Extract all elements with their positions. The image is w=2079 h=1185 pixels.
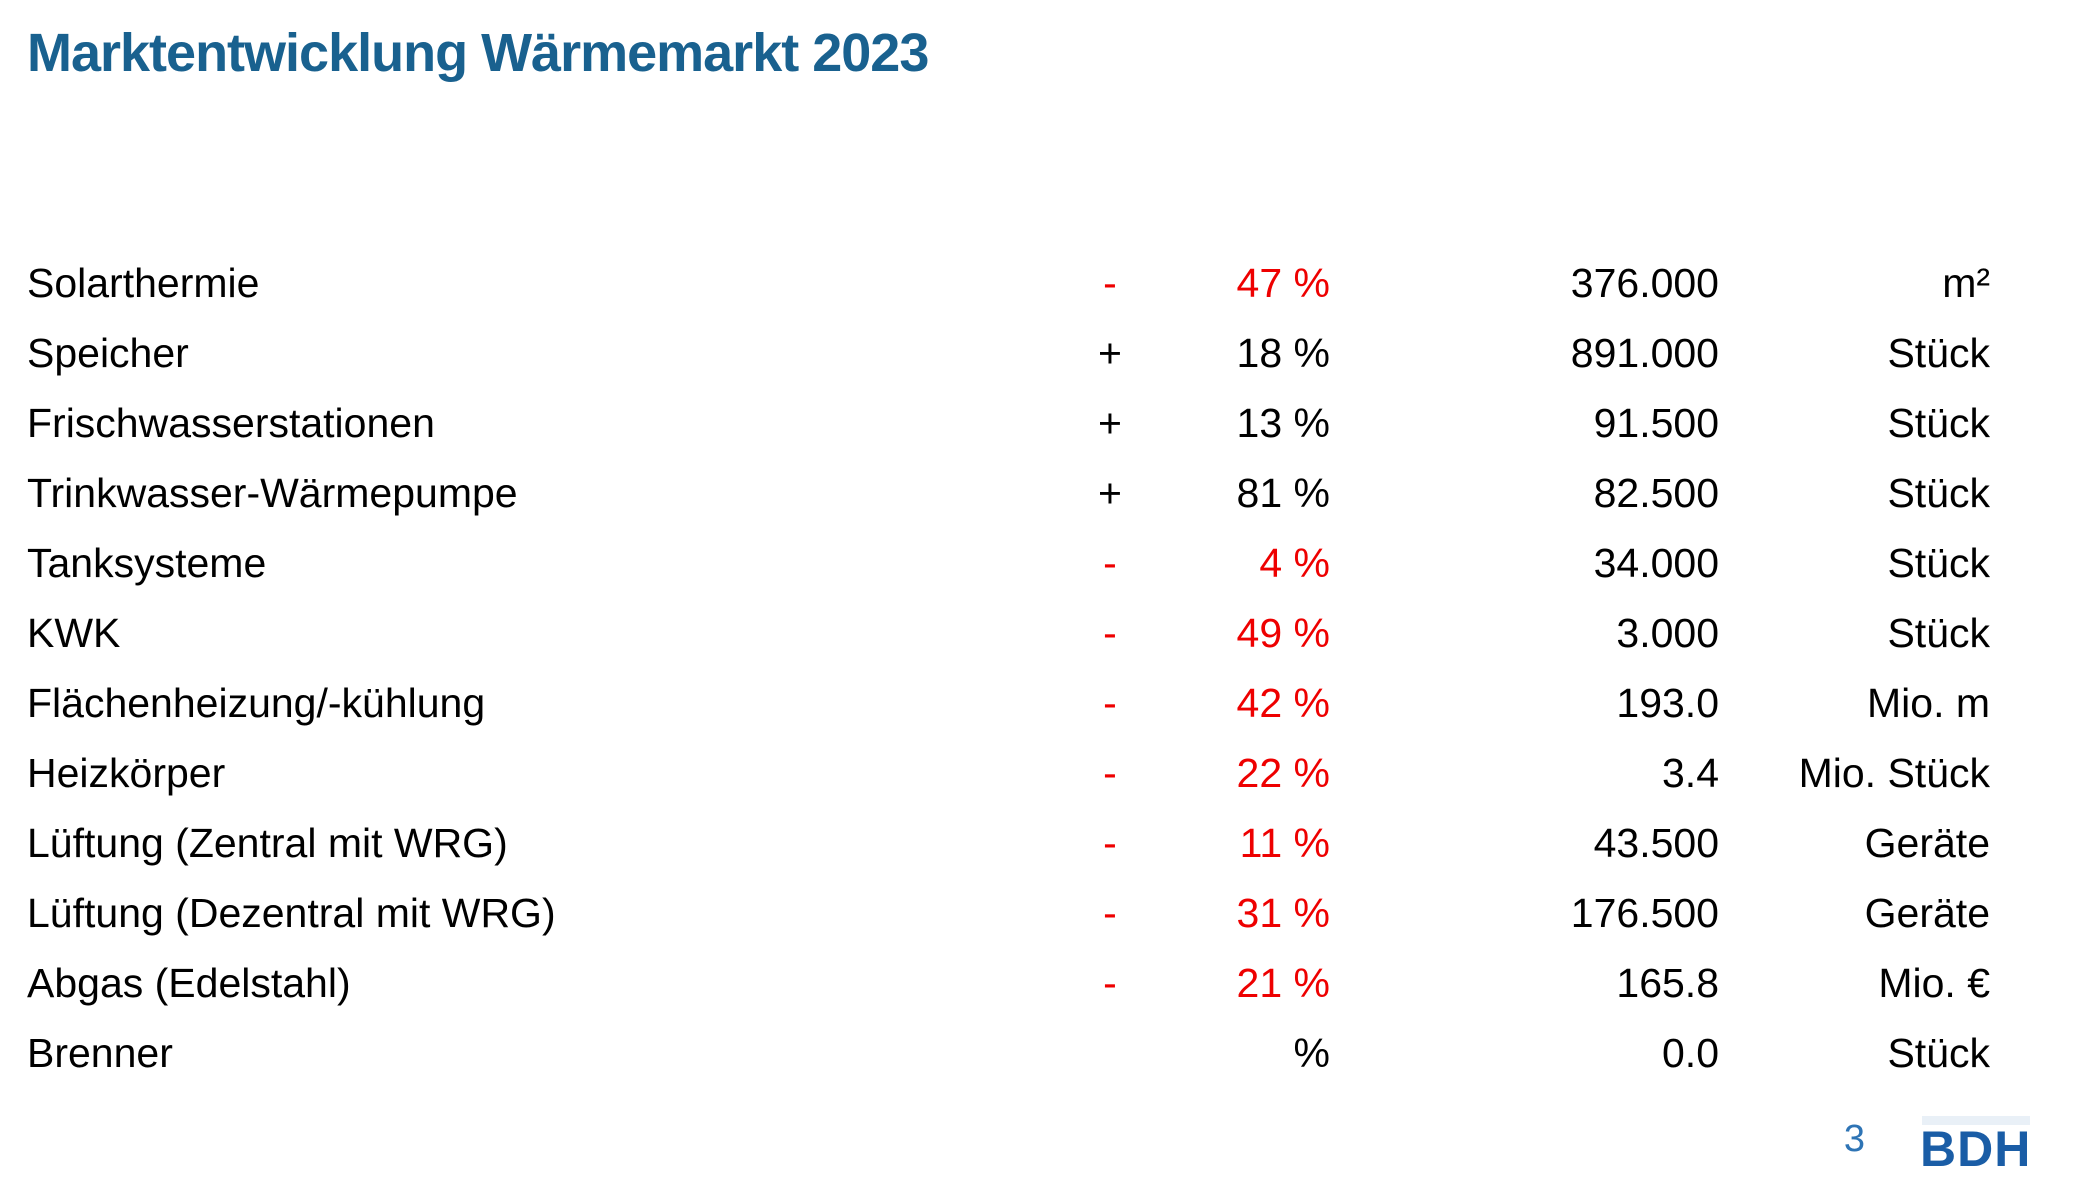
row-percent: 31 % [1236,889,1330,936]
table-row: Solarthermie - 47 % 376.000 m² [0,248,1990,318]
row-value: 82.500 [1593,469,1719,516]
row-label: Frischwasserstationen [27,399,435,446]
row-value: 176.500 [1570,889,1719,936]
row-value: 376.000 [1570,259,1719,306]
row-sign: - [1103,539,1117,586]
row-unit: Stück [1887,609,1990,656]
bdh-logo: BDH [1920,1112,2040,1182]
row-sign: - [1103,889,1117,936]
row-unit: Stück [1887,329,1990,376]
row-sign: + [1098,399,1122,446]
row-sign: - [1103,679,1117,726]
market-development-table: Solarthermie - 47 % 376.000 m² Speicher … [0,248,1990,1088]
table-row: Lüftung (Dezentral mit WRG) - 31 % 176.5… [0,878,1990,948]
table-row: Abgas (Edelstahl) - 21 % 165.8 Mio. € [0,948,1990,1018]
row-percent: 21 % [1236,959,1330,1006]
row-value: 193.0 [1616,679,1719,726]
row-sign: - [1103,749,1117,796]
row-label: Speicher [27,329,189,376]
row-sign: + [1098,469,1122,516]
row-value: 891.000 [1570,329,1719,376]
row-unit: Mio. € [1878,959,1990,1006]
row-percent: 22 % [1236,749,1330,796]
row-unit: Mio. m [1867,679,1990,726]
row-unit: m² [1942,259,1990,306]
row-percent: 13 % [1236,399,1330,446]
row-unit: Stück [1887,1029,1990,1076]
table-row: Lüftung (Zentral mit WRG) - 11 % 43.500 … [0,808,1990,878]
row-percent: 4 % [1259,539,1330,586]
table-row: Heizkörper - 22 % 3.4 Mio. Stück [0,738,1990,808]
row-unit: Mio. Stück [1798,749,1990,796]
row-sign: - [1103,609,1117,656]
row-label: Brenner [27,1029,173,1076]
row-percent: 42 % [1236,679,1330,726]
row-label: Trinkwasser-Wärmepumpe [27,469,518,516]
row-value: 3.000 [1616,609,1719,656]
row-value: 0.0 [1662,1029,1719,1076]
table-row: KWK - 49 % 3.000 Stück [0,598,1990,668]
row-label: Lüftung (Zentral mit WRG) [27,819,508,866]
row-label: KWK [27,609,121,656]
bdh-logo-bar [1922,1116,2030,1125]
row-value: 34.000 [1593,539,1719,586]
row-value: 3.4 [1662,749,1719,796]
row-percent: 11 % [1239,819,1330,866]
row-sign: + [1098,329,1122,376]
row-value: 43.500 [1593,819,1719,866]
row-unit: Stück [1887,539,1990,586]
row-percent: 18 % [1236,329,1330,376]
table-row: Flächenheizung/-kühlung - 42 % 193.0 Mio… [0,668,1990,738]
row-label: Flächenheizung/-kühlung [27,679,486,726]
row-unit: Stück [1887,399,1990,446]
row-value: 91.500 [1593,399,1719,446]
row-unit: Geräte [1864,819,1990,866]
row-percent: % [1293,1029,1330,1076]
row-sign: - [1103,259,1117,306]
row-unit: Stück [1887,469,1990,516]
table-row: Trinkwasser-Wärmepumpe + 81 % 82.500 Stü… [0,458,1990,528]
row-percent: 81 % [1236,469,1330,516]
row-sign: - [1103,819,1117,866]
bdh-logo-text: BDH [1920,1121,2032,1177]
table-row: Speicher + 18 % 891.000 Stück [0,318,1990,388]
row-label: Heizkörper [27,749,226,796]
row-sign: - [1103,959,1117,1006]
row-value: 165.8 [1616,959,1719,1006]
page-number: 3 [1843,1118,1865,1160]
row-label: Tanksysteme [27,539,267,586]
table-row: Brenner % 0.0 Stück [0,1018,1990,1088]
row-label: Abgas (Edelstahl) [27,959,351,1006]
row-percent: 49 % [1236,609,1330,656]
row-label: Solarthermie [27,259,260,306]
slide-title: Marktentwicklung Wärmemarkt 2023 [27,23,929,83]
row-unit: Geräte [1864,889,1990,936]
row-label: Lüftung (Dezentral mit WRG) [27,889,556,936]
table-row: Tanksysteme - 4 % 34.000 Stück [0,528,1990,598]
table-row: Frischwasserstationen + 13 % 91.500 Stüc… [0,388,1990,458]
row-percent: 47 % [1236,259,1330,306]
